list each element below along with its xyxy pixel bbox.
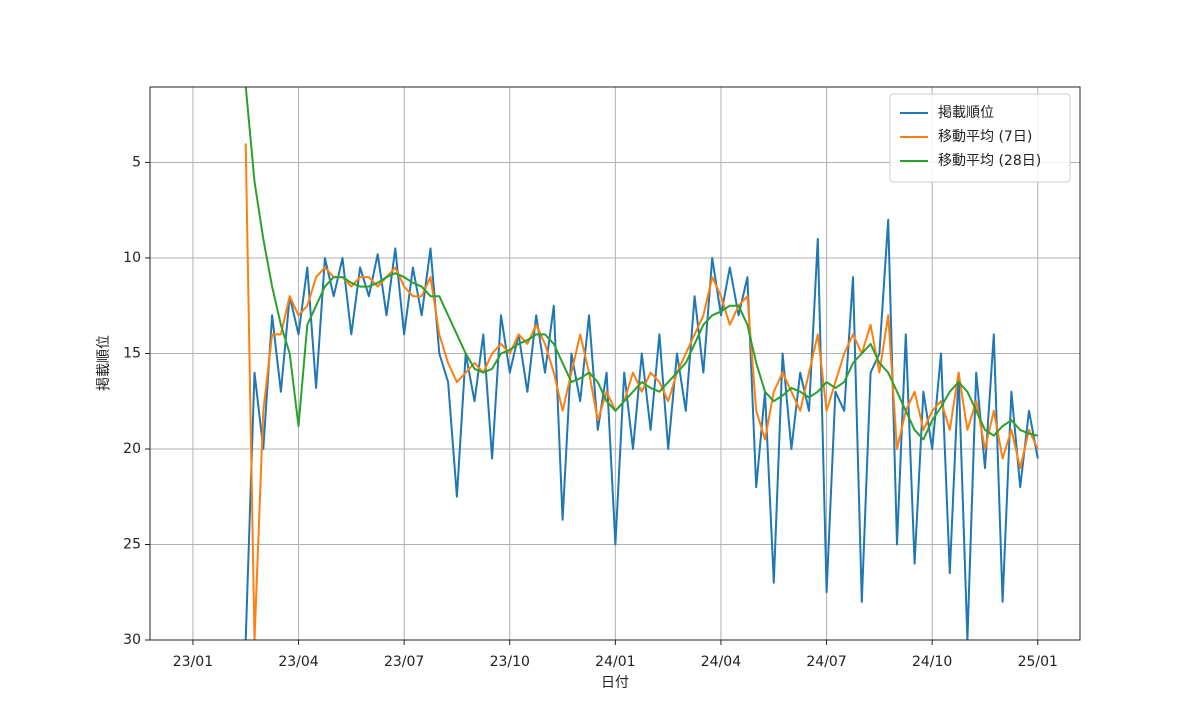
legend-label: 移動平均 (28日) — [938, 153, 1041, 169]
plot-area — [244, 87, 1039, 640]
x-tick-label: 24/10 — [912, 654, 952, 670]
x-tick-label: 23/01 — [173, 654, 213, 670]
legend-box — [889, 93, 1071, 183]
y-tick-label: 20 — [123, 441, 141, 457]
x-tick-label: 24/07 — [806, 654, 846, 670]
x-tick-label: 25/01 — [1018, 654, 1058, 670]
x-tick-label: 23/10 — [490, 654, 530, 670]
x-tick-label: 24/01 — [595, 654, 635, 670]
x-axis-label: 日付 — [601, 675, 629, 691]
y-tick-label: 5 — [132, 154, 141, 170]
y-axis-label: 掲載順位 — [96, 335, 112, 391]
y-tick-label: 25 — [123, 536, 141, 552]
x-tick-label: 23/07 — [384, 654, 424, 670]
y-tick-label: 30 — [123, 632, 141, 648]
y-tick-label: 10 — [123, 250, 141, 266]
legend-label: 掲載順位 — [938, 105, 994, 121]
series-line — [244, 87, 1039, 441]
x-tick-label: 23/04 — [278, 654, 318, 670]
ticks: 23/01 23/04 23/07 23/10 24/01 24/04 24/07 24/10… — [123, 154, 1058, 670]
legend-label: 移動平均 (7日) — [938, 129, 1032, 145]
y-tick-label: 15 — [123, 345, 141, 361]
x-tick-label: 24/04 — [701, 654, 741, 670]
series-line — [244, 218, 1039, 640]
